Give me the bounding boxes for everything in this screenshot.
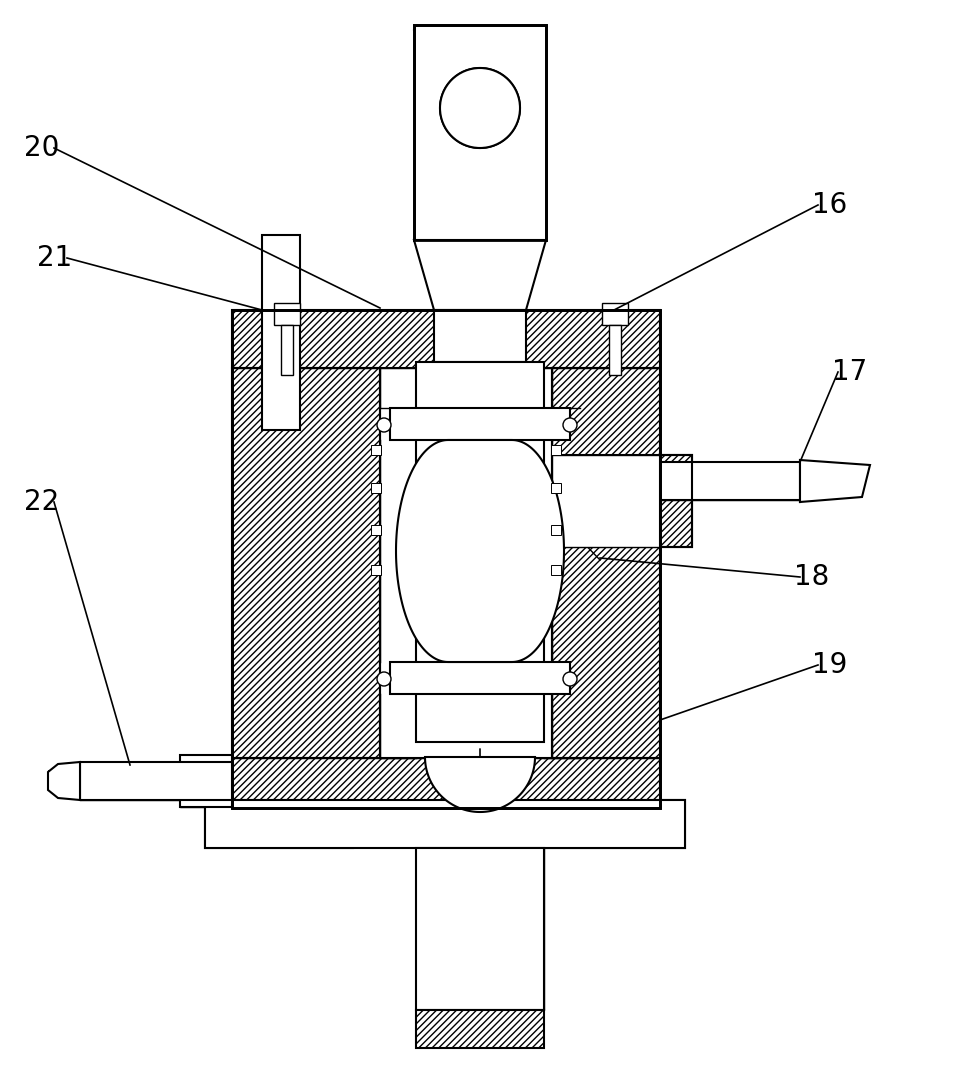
Circle shape <box>377 418 391 432</box>
Bar <box>660 455 692 546</box>
Bar <box>371 565 381 575</box>
Bar <box>552 455 660 546</box>
Bar <box>232 310 660 808</box>
Bar <box>80 762 232 800</box>
Bar <box>232 368 380 758</box>
Bar <box>180 755 232 769</box>
Circle shape <box>563 672 577 686</box>
Polygon shape <box>425 757 535 812</box>
Bar <box>371 483 381 492</box>
Text: 20: 20 <box>24 134 59 162</box>
Bar <box>414 25 546 240</box>
Text: 22: 22 <box>24 488 59 516</box>
Bar <box>371 525 381 535</box>
Bar <box>660 455 692 546</box>
Bar <box>660 462 800 500</box>
Bar <box>416 362 544 742</box>
Bar <box>537 800 685 848</box>
Bar <box>609 325 621 375</box>
Polygon shape <box>800 460 870 502</box>
Text: 17: 17 <box>832 357 868 386</box>
Bar <box>180 793 232 807</box>
Bar <box>551 565 561 575</box>
Text: 21: 21 <box>37 244 73 272</box>
Text: 16: 16 <box>812 191 848 219</box>
Bar <box>552 455 660 546</box>
Bar <box>371 445 381 455</box>
Bar <box>551 483 561 492</box>
Bar <box>232 310 660 368</box>
Bar <box>512 848 544 1010</box>
Bar <box>416 848 544 1010</box>
Bar <box>262 235 300 430</box>
Text: 18: 18 <box>794 563 830 591</box>
Bar <box>551 525 561 535</box>
Bar <box>414 25 546 240</box>
Circle shape <box>377 672 391 686</box>
Bar <box>274 303 300 325</box>
Bar <box>416 848 448 1010</box>
Circle shape <box>440 68 520 148</box>
Circle shape <box>440 68 520 148</box>
Polygon shape <box>414 240 546 310</box>
Bar <box>180 755 232 807</box>
Bar <box>281 325 293 375</box>
Bar <box>232 758 660 808</box>
Bar <box>660 462 800 472</box>
Polygon shape <box>396 440 564 662</box>
Bar <box>602 303 628 325</box>
Bar <box>80 762 232 772</box>
Bar <box>434 310 526 362</box>
Polygon shape <box>48 762 80 800</box>
Bar <box>390 408 570 440</box>
Bar <box>80 789 232 800</box>
Bar <box>416 1010 544 1048</box>
Bar <box>232 310 660 808</box>
Bar <box>390 662 570 694</box>
Text: 19: 19 <box>812 651 848 679</box>
Bar <box>205 800 353 848</box>
Circle shape <box>563 418 577 432</box>
Bar <box>205 800 685 848</box>
Bar <box>552 368 660 758</box>
Bar <box>660 490 800 500</box>
Bar <box>551 445 561 455</box>
